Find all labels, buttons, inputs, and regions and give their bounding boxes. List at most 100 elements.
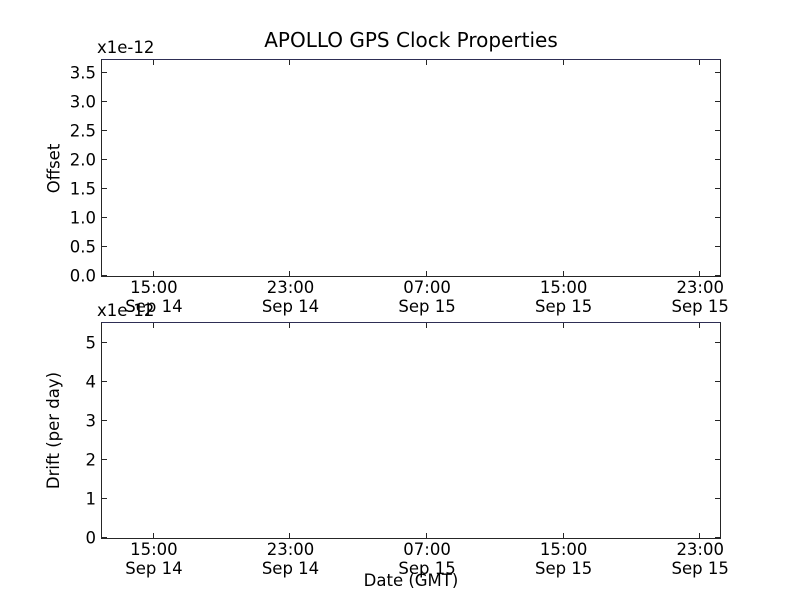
x-tick-mark	[562, 60, 564, 65]
x-tick-date: Sep 15	[398, 559, 456, 578]
x-tick-time: 07:00	[403, 540, 451, 559]
y-tick-mark	[102, 380, 107, 382]
y-tick-mark	[715, 458, 720, 460]
y-tick-label: 4	[85, 372, 97, 392]
y-tick-label: 0.0	[69, 266, 96, 286]
y-tick-mark	[715, 100, 720, 102]
y-tick-label: 0.5	[69, 237, 96, 257]
offset-y-axis-label: Offset	[44, 143, 64, 193]
x-axis-label: Date (GMT)	[363, 571, 459, 590]
x-tick-time: 23:00	[266, 540, 315, 559]
x-tick-date: Sep 14	[261, 559, 320, 578]
y-tick-mark	[715, 187, 720, 189]
x-tick-time: 07:00	[403, 278, 451, 297]
x-tick-label: 23:00 Sep 15	[672, 278, 729, 316]
y-tick-mark	[102, 458, 107, 460]
y-tick-label: 3.5	[69, 63, 96, 83]
y-tick-label: 3	[85, 411, 97, 431]
offset-y-exponent-label: x1e-12	[97, 38, 155, 57]
x-tick-mark	[562, 271, 564, 276]
y-tick-mark	[102, 245, 107, 247]
x-tick-label: 15:00 Sep 15	[535, 278, 592, 316]
offset-subplot: x1e-12 Offset 0.0 0.5 1.0 1.5 2.0 2.5 3.0 3.5 15…	[45, 38, 729, 316]
y-tick-label: 0	[85, 528, 97, 548]
x-tick-label: 23:00 Sep 14	[262, 278, 319, 316]
x-tick-time: 23:00	[676, 540, 724, 559]
y-tick-label: 1	[85, 489, 97, 509]
x-tick-mark	[699, 533, 701, 538]
y-tick-label: 3.0	[69, 92, 96, 112]
y-tick-mark	[102, 129, 107, 131]
y-tick-mark	[102, 341, 107, 343]
x-tick-date: Sep 15	[534, 297, 593, 316]
drift-subplot: x1e-12 Drift (per day) 0 1 2 3 4 5 15:00 Sep 14…	[45, 301, 729, 578]
y-tick-mark	[102, 158, 107, 160]
y-tick-label: 2.5	[69, 121, 96, 141]
x-tick-time: 15:00	[539, 278, 588, 297]
y-tick-mark	[715, 158, 720, 160]
y-tick-mark	[102, 100, 107, 102]
x-tick-mark	[152, 533, 154, 538]
x-tick-label: 07:00 Sep 15	[398, 540, 455, 578]
x-tick-date: Sep 15	[671, 297, 729, 316]
x-tick-label: 15:00 Sep 15	[535, 540, 592, 578]
y-tick-mark	[102, 537, 107, 538]
x-tick-mark	[562, 323, 564, 328]
y-tick-mark	[102, 419, 107, 421]
y-tick-mark	[715, 537, 720, 538]
y-tick-label: 1.5	[69, 179, 96, 199]
y-tick-mark	[715, 341, 720, 343]
y-tick-mark	[102, 216, 107, 218]
drift-y-axis-label: Drift (per day)	[44, 371, 64, 490]
y-tick-mark	[715, 129, 720, 131]
x-tick-mark	[152, 60, 154, 65]
x-tick-mark	[699, 323, 701, 328]
y-tick-mark	[715, 216, 720, 218]
x-tick-label: 15:00 Sep 14	[125, 278, 182, 316]
y-tick-mark	[715, 380, 720, 382]
chart-title: APOLLO GPS Clock Properties	[264, 28, 558, 52]
x-tick-mark	[152, 323, 154, 328]
x-tick-time: 15:00	[130, 278, 178, 297]
x-tick-date: Sep 14	[261, 297, 320, 316]
x-tick-mark	[426, 533, 428, 538]
y-tick-mark	[715, 71, 720, 73]
x-tick-mark	[699, 60, 701, 65]
x-tick-label: 15:00 Sep 14	[125, 540, 182, 578]
x-tick-mark	[426, 60, 428, 65]
y-tick-mark	[102, 187, 107, 189]
y-tick-mark	[102, 275, 107, 276]
x-tick-date: Sep 14	[125, 559, 183, 578]
x-tick-mark	[426, 271, 428, 276]
y-tick-label: 2	[85, 450, 97, 470]
x-tick-label: 07:00 Sep 15	[398, 278, 455, 316]
x-tick-date: Sep 14	[125, 297, 183, 316]
x-tick-mark	[562, 533, 564, 538]
y-tick-mark	[102, 71, 107, 73]
x-tick-mark	[289, 323, 291, 328]
x-tick-date: Sep 15	[534, 559, 593, 578]
x-tick-label: 23:00 Sep 15	[672, 540, 729, 578]
x-tick-label: 23:00 Sep 14	[262, 540, 319, 578]
x-tick-mark	[152, 271, 154, 276]
x-tick-time: 15:00	[539, 540, 588, 559]
y-tick-label: 1.0	[69, 208, 96, 228]
y-tick-mark	[715, 275, 720, 276]
y-tick-mark	[102, 497, 107, 499]
x-tick-mark	[289, 533, 291, 538]
y-tick-mark	[715, 497, 720, 499]
x-tick-time: 23:00	[266, 278, 315, 297]
x-tick-time: 23:00	[676, 278, 724, 297]
x-tick-mark	[699, 271, 701, 276]
y-tick-label: 2.0	[69, 150, 96, 170]
y-tick-mark	[715, 245, 720, 247]
drift-y-exponent-label: x1e-12	[97, 301, 155, 320]
x-tick-mark	[426, 323, 428, 328]
y-tick-mark	[715, 419, 720, 421]
x-tick-mark	[289, 271, 291, 276]
y-tick-label: 5	[85, 333, 97, 353]
x-tick-date: Sep 15	[398, 297, 456, 316]
x-tick-time: 15:00	[130, 540, 178, 559]
x-tick-date: Sep 15	[671, 559, 729, 578]
